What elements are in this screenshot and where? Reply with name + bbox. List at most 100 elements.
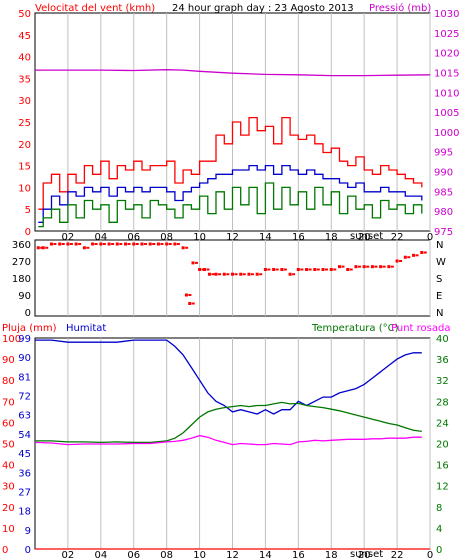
direction-point	[91, 242, 95, 246]
humidity-x-tick-label: 10	[193, 550, 206, 559]
pressure-y-tick-label: 980	[434, 207, 453, 218]
direction-point	[61, 243, 65, 245]
direction-point	[41, 246, 45, 250]
direction-point	[140, 242, 144, 246]
pressure-y-tick-label: 990	[434, 168, 453, 179]
humidity-y-tick-label: 0	[25, 545, 31, 556]
direction-point	[107, 242, 111, 246]
direction-point	[382, 265, 386, 268]
direction-point	[390, 265, 394, 268]
humidity-x-tick-label: 0	[427, 550, 433, 559]
humidity-panel-axes: 02 04 06 08 10 12 14 16 18 20 22 001020304050607080…	[2, 334, 449, 559]
humidity-x-tick-label: 16	[292, 550, 305, 559]
direction-point	[337, 265, 341, 269]
direction-point	[349, 268, 353, 271]
wind-y-tick-label: 35	[18, 74, 31, 85]
direction-point	[115, 242, 119, 246]
temperature-y-tick-label: 20	[436, 440, 449, 451]
direction-point	[288, 272, 292, 276]
direction-point	[198, 268, 202, 271]
temperature-y-tick-label: 28	[436, 397, 449, 408]
direction-compass-label: N	[436, 240, 443, 251]
direction-point	[82, 246, 86, 250]
direction-point	[267, 268, 271, 271]
wind-x-tick-label: 06	[127, 232, 140, 243]
pressure-y-tick-label: 1000	[434, 128, 459, 139]
direction-point	[370, 265, 374, 269]
temperature-y-tick-label: 12	[436, 482, 449, 493]
direction-point	[387, 265, 391, 269]
rain-left-label: Pluja (mm)	[2, 323, 57, 334]
direction-point	[333, 268, 337, 271]
rain-y-tick-label: 30	[2, 482, 15, 493]
direction-point	[184, 293, 188, 297]
humidity-x-tick-label: 02	[62, 550, 75, 559]
direction-point	[280, 268, 284, 271]
direction-point	[45, 246, 49, 249]
wind-y-tick-label: 0	[25, 227, 31, 238]
humidity-y-tick-label: 63	[18, 411, 31, 422]
wind-panel-axes: 02 04 06 08 10 12 14 16 18 20 22 005101520253035404…	[18, 9, 459, 243]
rain-y-tick-label: 80	[2, 376, 15, 387]
direction-point	[283, 268, 287, 271]
direction-point	[379, 265, 383, 269]
temperature-y-tick-label: 16	[436, 461, 449, 472]
direction-point	[300, 268, 304, 271]
direction-point	[329, 268, 333, 271]
wind-y-tick-label: 30	[18, 96, 31, 107]
direction-compass-label: N	[436, 308, 443, 319]
wind-y-tick-label: 25	[18, 118, 31, 129]
direction-point	[263, 268, 267, 271]
wind-y-tick-label: 40	[18, 53, 31, 64]
pressure-y-tick-label: 1005	[434, 108, 459, 119]
pressure-y-tick-label: 995	[434, 148, 453, 159]
direction-point	[415, 254, 419, 257]
direction-point	[124, 242, 128, 246]
wind-x-tick-label: 04	[94, 232, 107, 243]
pressure-line	[35, 69, 431, 77]
direction-y-tick-label: 0	[25, 308, 31, 319]
direction-point	[412, 253, 416, 257]
wind-x-tick-label: 10	[193, 232, 206, 243]
direction-point	[203, 268, 207, 271]
direction-point	[185, 246, 189, 249]
direction-point	[316, 268, 320, 271]
direction-y-tick-label: 90	[18, 291, 31, 302]
humidity-y-tick-label: 72	[18, 392, 31, 403]
humidity-y-tick-label: 90	[18, 353, 31, 364]
gust-line	[38, 116, 423, 210]
dewpoint-right-label: Punt rosada	[391, 323, 450, 334]
wind-y-tick-label: 50	[18, 9, 31, 20]
rain-y-tick-label: 50	[2, 440, 15, 451]
chart-title: 24 hour graph day : 23 Agosto 2013	[172, 3, 354, 14]
direction-point	[58, 242, 62, 246]
temperature-y-tick-label: 24	[436, 418, 449, 429]
temperature-right-label: Temperatura (°C)	[311, 323, 399, 334]
direction-point	[255, 272, 259, 276]
wind-y-tick-label: 5	[25, 205, 31, 216]
temperature-y-tick-label: 0	[436, 545, 442, 556]
humidity-y-tick-label: 81	[18, 372, 31, 383]
temperature-y-tick-label: 8	[436, 503, 442, 514]
direction-panel-grid	[67, 240, 431, 316]
direction-point	[156, 242, 160, 246]
direction-point	[357, 265, 361, 268]
wind-x-tick-label: 20	[358, 232, 371, 243]
direction-point	[308, 268, 312, 271]
temperature-y-tick-label: 36	[436, 355, 449, 366]
direction-point	[305, 268, 309, 271]
wind-x-tick-label: 02	[62, 232, 75, 243]
direction-point	[148, 242, 152, 246]
direction-point	[239, 272, 243, 276]
direction-point	[152, 243, 156, 245]
rain-y-tick-label: 60	[2, 418, 15, 429]
wind-y-tick-label: 10	[18, 183, 31, 194]
direction-point	[420, 251, 424, 254]
direction-point	[86, 246, 90, 249]
direction-point	[403, 255, 407, 259]
humidity-line	[35, 339, 422, 415]
direction-point	[226, 273, 230, 276]
direction-point	[173, 242, 177, 246]
wind-sunset-label: sunset	[350, 231, 383, 242]
